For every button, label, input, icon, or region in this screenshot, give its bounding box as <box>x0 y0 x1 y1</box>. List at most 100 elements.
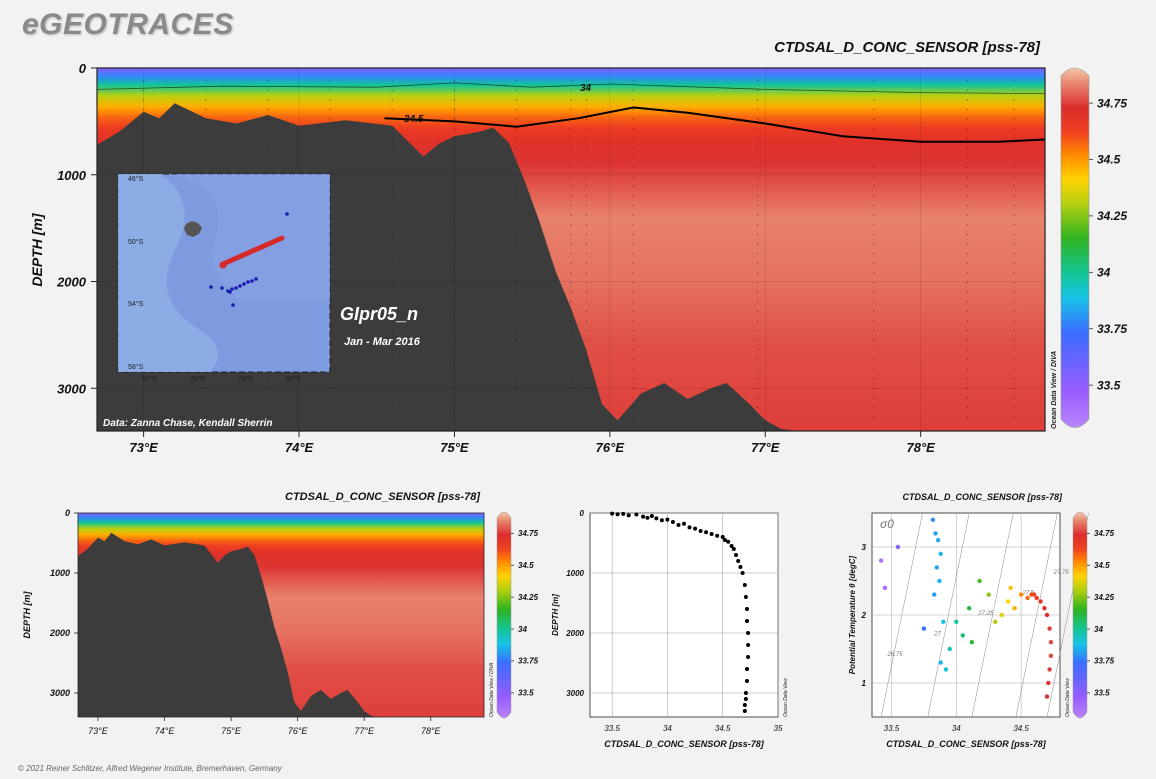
station-7-sample <box>570 397 572 399</box>
station-7-sample <box>570 233 572 236</box>
station-4-sample <box>391 128 393 130</box>
station-7-sample <box>570 118 572 120</box>
station-9-sample <box>632 80 634 82</box>
station-13-sample <box>1013 368 1015 370</box>
main-y-tick-label: 3000 <box>57 381 87 396</box>
station-7-sample <box>570 243 572 245</box>
ts-x-tick-label: 34 <box>952 724 961 733</box>
station-7-sample <box>570 185 572 188</box>
station-3-sample <box>329 137 331 140</box>
station-2-sample <box>267 147 269 149</box>
map-station <box>209 285 213 289</box>
ts-isopycnals: 26.75 27 27.25 27.5 27.75 <box>880 512 1089 718</box>
station-5-sample <box>453 195 456 197</box>
station-6-sample <box>515 89 518 92</box>
station-6-sample <box>515 99 518 101</box>
station-9-sample <box>632 301 634 303</box>
station-10-sample <box>756 176 759 178</box>
station-9-sample <box>632 185 634 188</box>
station-11-sample <box>873 416 875 418</box>
station-9-sample <box>632 378 634 380</box>
station-3-sample <box>329 128 331 130</box>
station-9-sample <box>632 310 634 313</box>
station-7-sample <box>570 387 572 389</box>
station-10-sample <box>756 397 759 399</box>
profile-point <box>742 583 747 587</box>
station-11-sample <box>873 301 875 303</box>
small-y-label: DEPTH [m] <box>22 590 32 638</box>
colorbar-tick-label: 33.5 <box>1094 689 1110 698</box>
station-3-sample <box>329 99 331 101</box>
station-13-sample <box>1013 378 1015 380</box>
inset-map-stations <box>209 212 289 307</box>
station-2-sample <box>267 128 269 130</box>
station-8-sample <box>585 397 588 399</box>
station-3-sample <box>329 416 331 418</box>
ts-point <box>878 558 884 563</box>
station-10-sample <box>756 301 759 303</box>
station-8-sample <box>585 185 588 188</box>
station-5-sample <box>453 108 456 111</box>
ts-chart-title: CTDSAL_D_CONC_SENSOR [pss-78] <box>902 492 1063 502</box>
small-chart-title: CTDSAL_D_CONC_SENSOR [pss-78] <box>285 491 480 503</box>
profile-point <box>659 518 664 523</box>
main-y-label: DEPTH [m] <box>29 212 45 286</box>
station-13-sample <box>1013 262 1015 265</box>
profile-point <box>615 512 620 517</box>
station-1-sample <box>205 406 207 409</box>
station-3-sample <box>329 378 331 380</box>
station-0-sample <box>142 108 145 111</box>
station-10-sample <box>756 378 759 380</box>
station-11-sample <box>873 214 875 216</box>
station-9-sample <box>632 397 634 399</box>
profile-point <box>645 515 650 520</box>
colorbar-tick-label: 34.5 <box>518 561 534 570</box>
contour-label-34: 34 <box>580 83 592 94</box>
station-2-sample <box>267 166 269 168</box>
station-9-sample <box>632 416 634 418</box>
map-station <box>242 282 246 286</box>
station-6-sample <box>515 205 518 207</box>
station-12-sample <box>966 262 968 265</box>
station-10-sample <box>756 368 759 370</box>
ts-point <box>1047 667 1052 672</box>
ts-point <box>921 626 927 631</box>
profile-odv-label: Ocean Data View <box>783 678 789 717</box>
station-4-sample <box>391 416 393 418</box>
station-6-sample <box>515 339 518 341</box>
profile-plot: 33.5 34 34.5 35 0 1000 2000 3000 CTDSAL_D_CONC… <box>551 509 789 749</box>
small-seafloor <box>78 532 378 717</box>
station-9-sample <box>632 262 634 265</box>
ts-point <box>1047 626 1052 631</box>
station-11-sample <box>873 99 875 101</box>
station-9-sample <box>632 108 634 111</box>
ts-colorbar-bar <box>1072 511 1088 719</box>
station-12-sample <box>966 416 968 418</box>
profile-point <box>740 571 745 575</box>
station-10-sample <box>756 349 759 351</box>
station-0-sample <box>142 137 145 140</box>
station-8-sample <box>585 320 588 322</box>
station-9-sample <box>632 137 634 140</box>
station-10-sample <box>756 262 759 265</box>
profile-y-label: DEPTH [m] <box>551 594 560 636</box>
ts-point <box>1005 599 1011 604</box>
station-6-sample <box>515 272 518 274</box>
station-10-sample <box>756 416 759 418</box>
small-y-tick-label: 1000 <box>50 568 70 578</box>
station-5-sample <box>453 262 456 265</box>
station-0-sample <box>142 406 145 409</box>
station-9-sample <box>632 166 634 168</box>
station-11-sample <box>873 272 875 274</box>
map-station <box>234 286 238 290</box>
station-9-sample <box>632 339 634 341</box>
station-9-sample <box>632 233 634 236</box>
station-10-sample <box>756 406 759 409</box>
ts-point <box>935 538 941 543</box>
station-4-sample <box>391 80 393 82</box>
station-9-sample <box>632 406 634 409</box>
station-4-sample <box>391 397 393 399</box>
station-11-sample <box>873 176 875 178</box>
station-12-sample <box>966 233 968 236</box>
main-chart-title: CTDSAL_D_CONC_SENSOR [pss-78] <box>774 39 1041 56</box>
